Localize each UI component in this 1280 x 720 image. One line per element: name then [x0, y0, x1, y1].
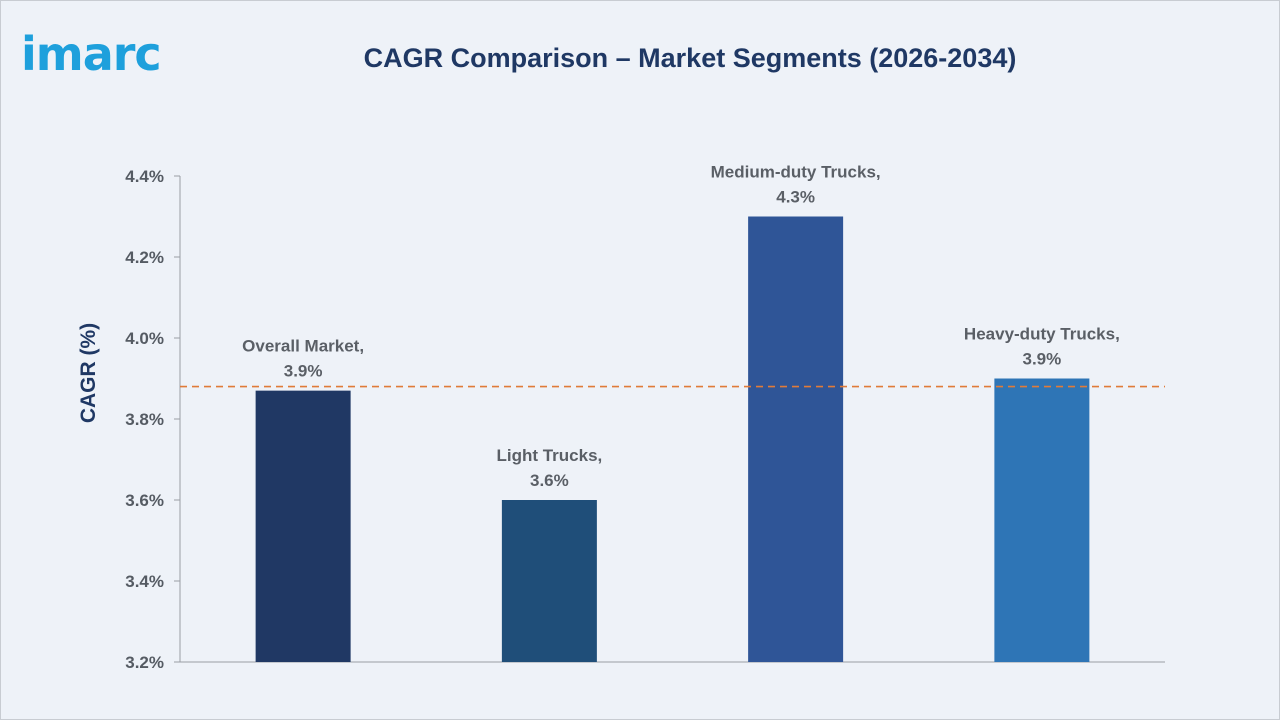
y-tick-label: 4.0%: [125, 329, 164, 348]
data-label-category: Overall Market,: [242, 337, 364, 356]
data-label-category: Medium-duty Trucks,: [711, 163, 881, 182]
y-tick-label: 3.8%: [125, 410, 164, 429]
data-label-background: [699, 156, 892, 207]
data-label: Medium-duty Trucks, 4.3%: [699, 156, 892, 207]
imarc-logo: imarc: [21, 27, 162, 81]
y-tick-label: 4.2%: [125, 248, 164, 267]
data-label-background: [481, 440, 617, 490]
data-label-background: [950, 318, 1134, 369]
data-label-value: 3.6%: [530, 471, 569, 490]
bar-medium-duty-trucks: [748, 216, 844, 662]
bar-overall-market: [255, 390, 351, 662]
data-label: Light Trucks, 3.6%: [481, 440, 617, 490]
chart-title: CAGR Comparison – Market Segments (2026-…: [363, 43, 1017, 73]
data-label: Heavy-duty Trucks, 3.9%: [950, 318, 1134, 369]
y-tick-label: 3.4%: [125, 572, 164, 591]
y-tick-label: 4.4%: [125, 167, 164, 186]
data-label: Overall Market, 3.9%: [226, 330, 381, 381]
data-label-category: Heavy-duty Trucks,: [964, 325, 1120, 344]
y-tick-label: 3.6%: [125, 491, 164, 510]
bar-heavy-duty-trucks: [994, 378, 1090, 662]
bar-light-trucks: [501, 500, 597, 662]
data-label-value: 4.3%: [776, 188, 815, 207]
data-label-value: 3.9%: [284, 362, 323, 381]
data-label-background: [226, 330, 381, 381]
data-label-category: Light Trucks,: [496, 446, 602, 465]
data-label-value: 3.9%: [1023, 350, 1062, 369]
y-tick-label: 3.2%: [125, 653, 164, 672]
